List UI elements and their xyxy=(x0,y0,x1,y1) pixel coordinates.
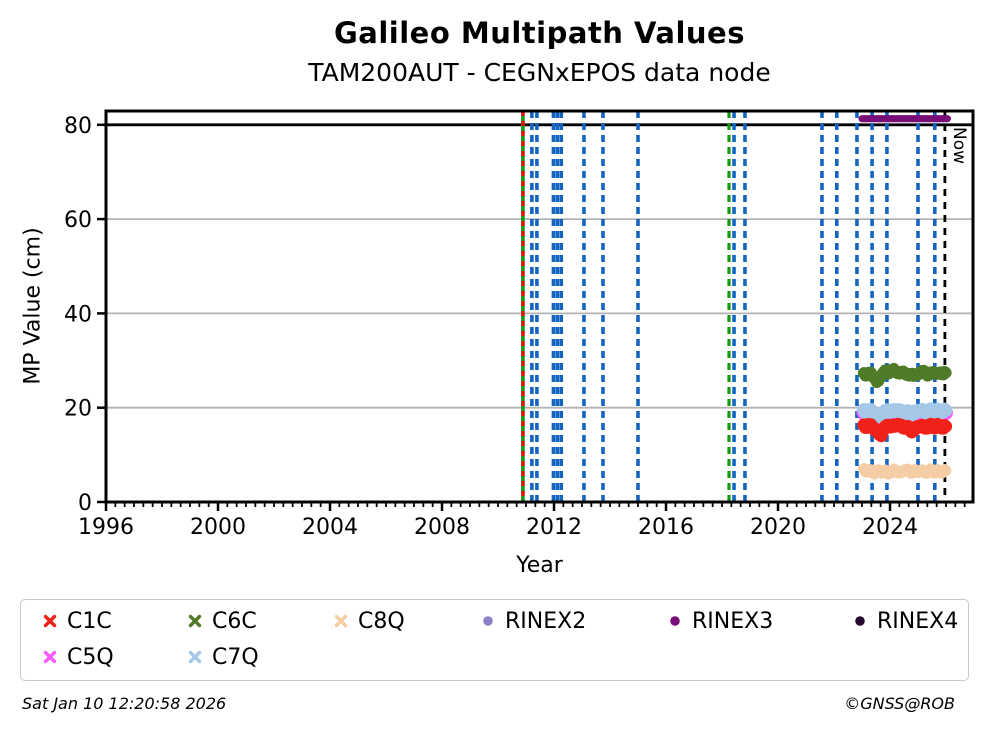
x-marker-icon xyxy=(43,650,57,664)
plot-timestamp: Sat Jan 10 12:20:58 2026 xyxy=(22,694,227,713)
dot-marker-icon xyxy=(855,616,865,626)
x-tick-label: 2020 xyxy=(750,515,806,540)
x-tick-label: 2024 xyxy=(862,515,918,540)
chart-canvas: 1996 2000 2004 2008 2012 2016 2020 2024 0 20 40 60 8… xyxy=(64,109,975,540)
x-tick-label: 2004 xyxy=(302,515,358,540)
legend-item-rinex3: RINEX3 xyxy=(668,607,773,635)
x-tick-label: 2016 xyxy=(638,515,694,540)
dot-marker-icon xyxy=(670,616,680,626)
legend-item-c5q: C5Q xyxy=(43,643,114,671)
legend-label: RINEX2 xyxy=(505,608,587,634)
legend-label: C6C xyxy=(212,608,257,634)
legend-label: C7Q xyxy=(212,644,259,670)
legend-label: C8Q xyxy=(358,608,405,634)
legend-item-c6c: C6C xyxy=(188,607,257,635)
series-c1c xyxy=(857,417,953,443)
legend-item-rinex2: RINEX2 xyxy=(481,607,586,635)
x-tick-label: 1996 xyxy=(78,515,134,540)
series-c6c xyxy=(857,362,952,389)
legend-item-c8q: C8Q xyxy=(334,607,405,635)
y-tick-label: 60 xyxy=(64,208,92,233)
legend-item-c1c: C1C xyxy=(43,607,112,635)
x-tick-label: 2000 xyxy=(190,515,246,540)
y-tick-label: 40 xyxy=(64,302,92,327)
copyright: ©GNSS@ROB xyxy=(844,694,955,713)
x-tick-label: 2012 xyxy=(526,515,582,540)
legend-item-c7q: C7Q xyxy=(188,643,259,671)
x-marker-icon xyxy=(188,650,202,664)
y-axis-label: MP Value (cm) xyxy=(20,227,46,385)
dot-marker-icon xyxy=(483,616,493,626)
legend: C1C C6C C8Q RINEX2 RINEX3 RINEX4 C5Q C7Q xyxy=(20,599,969,681)
x-marker-icon xyxy=(334,614,348,628)
y-tick-label: 80 xyxy=(64,114,92,139)
legend-item-rinex4: RINEX4 xyxy=(853,607,958,635)
legend-label: RINEX4 xyxy=(877,608,959,634)
now-line-label: Now xyxy=(949,127,969,165)
legend-label: C1C xyxy=(67,608,112,634)
y-tick-label: 20 xyxy=(64,397,92,422)
x-axis-label: Year xyxy=(516,553,563,578)
page-subtitle: TAM200AUT - CEGNxEPOS data node xyxy=(308,58,771,87)
series-c8q xyxy=(858,463,952,480)
series-c7q xyxy=(857,402,953,424)
legend-label: C5Q xyxy=(67,644,114,670)
x-marker-icon xyxy=(43,614,57,628)
legend-label: RINEX3 xyxy=(692,608,774,634)
x-marker-icon xyxy=(188,614,202,628)
axes-frame xyxy=(104,109,975,504)
y-tick-label: 0 xyxy=(78,491,92,516)
page-title: Galileo Multipath Values xyxy=(333,16,745,50)
x-tick-label: 2008 xyxy=(414,515,470,540)
